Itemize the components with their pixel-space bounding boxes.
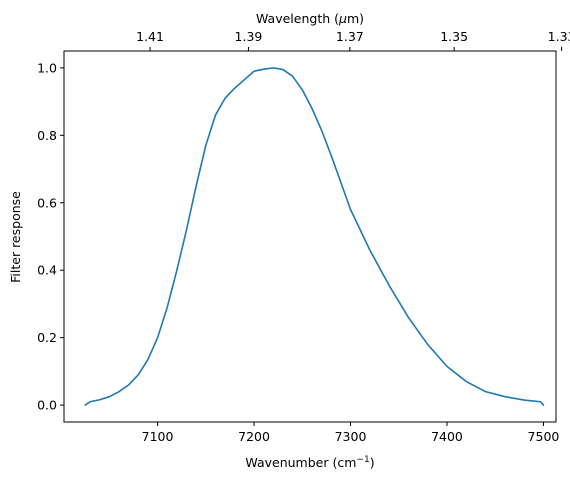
y-tick-label: 0.8 xyxy=(37,128,57,143)
series-line-0 xyxy=(84,67,545,406)
x-tick-label: 7500 xyxy=(528,429,560,444)
plot-content xyxy=(84,67,545,406)
y-axis-label: Filter response xyxy=(8,191,23,283)
y-tick-label: 1.0 xyxy=(37,60,57,75)
x-tick-label: 7300 xyxy=(335,429,367,444)
x-tick-label: 7400 xyxy=(431,429,463,444)
y-tick-label: 0.0 xyxy=(37,398,57,413)
top-tick-label: 1.37 xyxy=(336,29,364,44)
top-tick-label: 1.41 xyxy=(136,29,164,44)
x-axis: 7100 7200 7300 7400 7500 xyxy=(142,422,560,444)
plot-frame xyxy=(63,50,557,423)
y-tick-label: 0.2 xyxy=(37,330,57,345)
y-tick-label: 0.6 xyxy=(37,195,57,210)
top-axis-label: Wavelength (μm) xyxy=(256,11,364,26)
x-tick-label: 7200 xyxy=(238,429,270,444)
x-axis-label: Wavenumber (cm−1) xyxy=(245,455,374,470)
top-tick-label: 1.39 xyxy=(235,29,263,44)
top-tick-label: 1.33 xyxy=(548,29,570,44)
y-tick-label: 0.4 xyxy=(37,263,57,278)
top-tick-label: 1.35 xyxy=(440,29,468,44)
y-axis: 0.0 0.2 0.4 0.6 0.8 1.0 xyxy=(37,60,64,413)
x-tick-label: 7100 xyxy=(142,429,174,444)
top-axis: 1.41 1.39 1.37 1.35 1.33 xyxy=(136,29,570,51)
